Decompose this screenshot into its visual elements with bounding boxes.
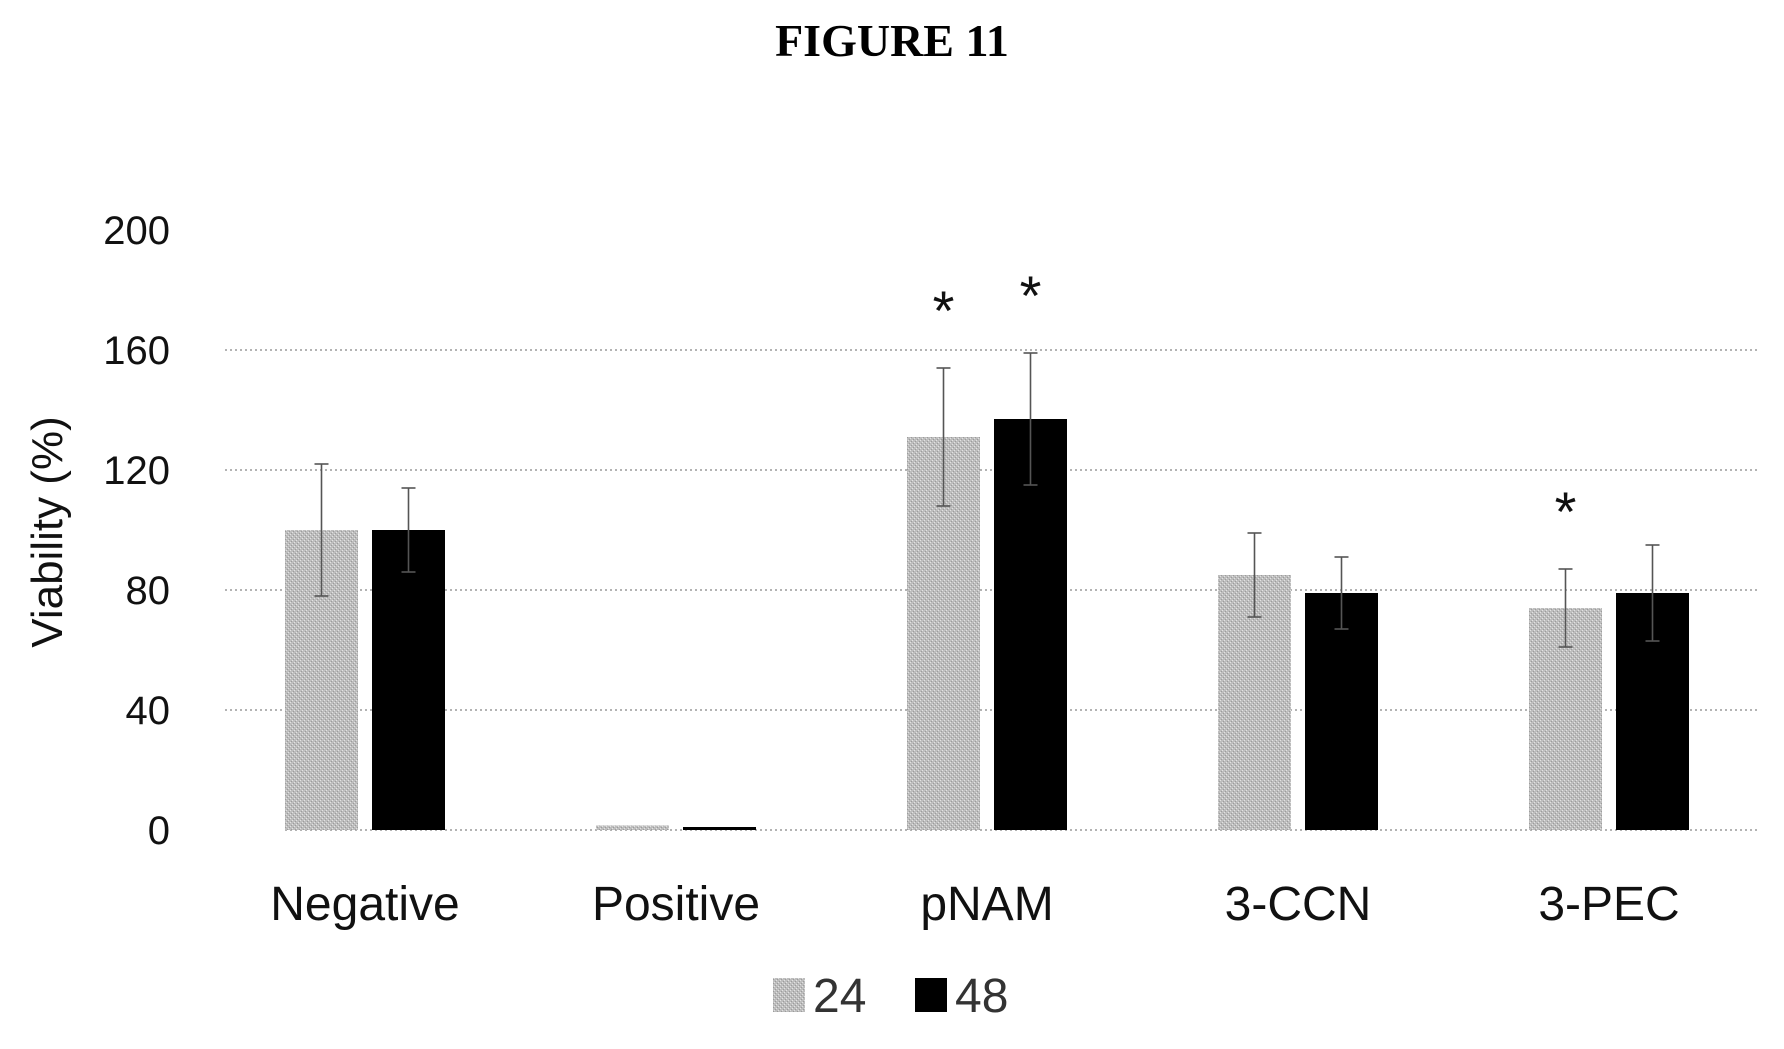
bar-positive-24 bbox=[596, 825, 669, 830]
y-tick-label: 40 bbox=[126, 689, 171, 733]
bar-negative-48 bbox=[372, 530, 445, 830]
significance-asterisk: * bbox=[1020, 264, 1042, 327]
y-axis-ticks: 0 40 80 120 160 200 bbox=[103, 209, 170, 853]
legend: 24 48 bbox=[773, 970, 1008, 1023]
y-tick-label: 200 bbox=[103, 209, 170, 253]
x-tick-label: 3-PEC bbox=[1538, 878, 1679, 931]
bar-pnam-48 bbox=[994, 419, 1067, 830]
bars bbox=[285, 419, 1689, 830]
legend-swatch-24 bbox=[773, 978, 805, 1012]
y-tick-label: 120 bbox=[103, 449, 170, 493]
y-tick-label: 160 bbox=[103, 329, 170, 373]
significance-annotations: * * * bbox=[933, 264, 1577, 543]
legend-swatch-48 bbox=[915, 978, 947, 1012]
x-tick-label: pNAM bbox=[920, 878, 1053, 931]
x-tick-label: Positive bbox=[592, 878, 760, 931]
x-tick-label: 3-CCN bbox=[1225, 878, 1372, 931]
error-bars bbox=[314, 352, 1660, 648]
x-axis-categories: Negative Positive pNAM 3-CCN 3-PEC bbox=[270, 878, 1679, 931]
legend-label-48: 48 bbox=[955, 970, 1008, 1023]
y-tick-label: 80 bbox=[126, 569, 171, 613]
y-tick-label: 0 bbox=[148, 809, 170, 853]
y-axis-title: Viability (%) bbox=[23, 416, 72, 647]
figure-title: FIGURE 11 bbox=[775, 15, 1009, 66]
gridlines bbox=[225, 349, 1760, 831]
significance-asterisk: * bbox=[933, 279, 955, 342]
x-tick-label: Negative bbox=[270, 878, 459, 931]
significance-asterisk: * bbox=[1555, 480, 1577, 543]
legend-label-24: 24 bbox=[813, 970, 866, 1023]
bar-3-ccn-48 bbox=[1305, 593, 1378, 830]
bar-positive-48 bbox=[683, 827, 756, 830]
